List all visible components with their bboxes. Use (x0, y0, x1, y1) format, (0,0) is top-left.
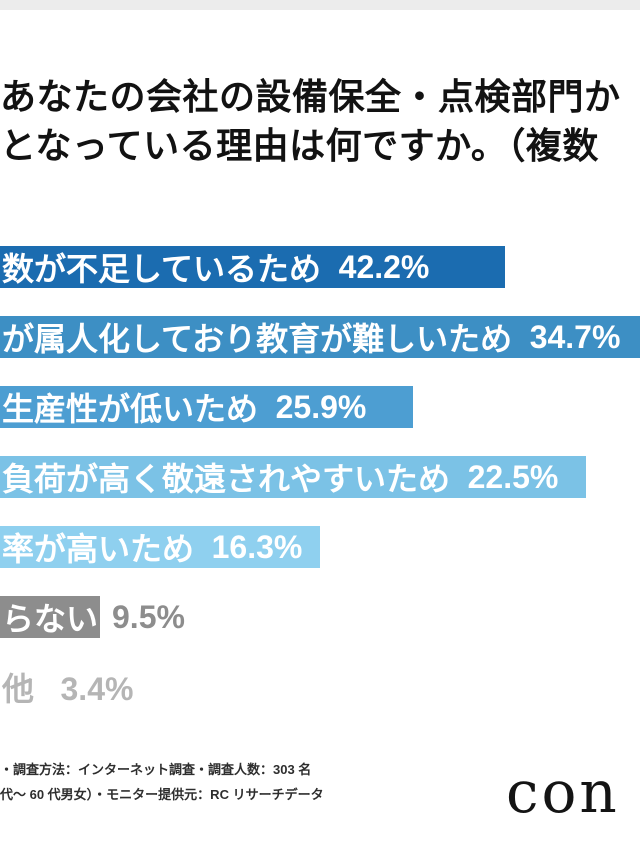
bar-3-label: 生産性が低いため (2, 391, 259, 427)
bar-row-6: らない 9.5% (0, 596, 185, 638)
chart-title-line1: あなたの会社の設備保全・点検部門か (0, 76, 621, 117)
bar-3-value: 25.9% (275, 388, 367, 425)
bar-1-value: 42.2% (338, 248, 430, 285)
chart-title-line2: となっている理由は何ですか。（複数 (0, 125, 599, 166)
bar-6-label: らない (2, 601, 99, 637)
bar-7-label: 他 (2, 671, 35, 707)
bar-row-1: 数が不足しているため 42.2% (0, 246, 505, 288)
bar-4: 負荷が高く敬遠されやすいため 22.5% (0, 456, 586, 498)
bar-6: らない (0, 596, 100, 638)
chart-title: あなたの会社の設備保全・点検部門か となっている理由は何ですか。（複数 (0, 72, 640, 170)
bar-5: 率が高いため 16.3% (0, 526, 320, 568)
bar-row-7: 他 3.4% (0, 666, 133, 708)
bar-2: が属人化しており教育が難しいため 34.7% (0, 316, 640, 358)
survey-note-line2: 代～ 60 代男女）・モニター提供元：RC リサーチデータ (0, 787, 324, 802)
bar-1-label: 数が不足しているため (2, 251, 322, 287)
survey-methodology-note: ・調査方法：インターネット調査・調査人数：303 名 代～ 60 代男女）・モニ… (0, 757, 324, 807)
bar-2-label: が属人化しており教育が難しいため (2, 321, 513, 357)
bar-5-value: 16.3% (211, 528, 303, 565)
bar-1: 数が不足しているため 42.2% (0, 246, 505, 288)
bar-row-5: 率が高いため 16.3% (0, 526, 320, 568)
survey-note-line1: ・調査方法：インターネット調査・調査人数：303 名 (0, 762, 312, 777)
bar-6-value: 9.5% (112, 598, 185, 635)
bar-4-value: 22.5% (467, 458, 559, 495)
top-divider (0, 0, 640, 10)
bar-5-label: 率が高いため (2, 531, 195, 567)
bar-row-3: 生産性が低いため 25.9% (0, 386, 413, 428)
brand-logo: con (506, 758, 620, 826)
bar-row-2: が属人化しており教育が難しいため 34.7% (0, 316, 640, 358)
bar-row-4: 負荷が高く敬遠されやすいため 22.5% (0, 456, 586, 498)
bar-3: 生産性が低いため 25.9% (0, 386, 413, 428)
bar-2-value: 34.7% (529, 318, 621, 355)
bar-7-text: 他 3.4% (0, 664, 133, 710)
bar-4-label: 負荷が高く敬遠されやすいため (2, 461, 451, 497)
bar-7-value: 3.4% (60, 671, 134, 707)
